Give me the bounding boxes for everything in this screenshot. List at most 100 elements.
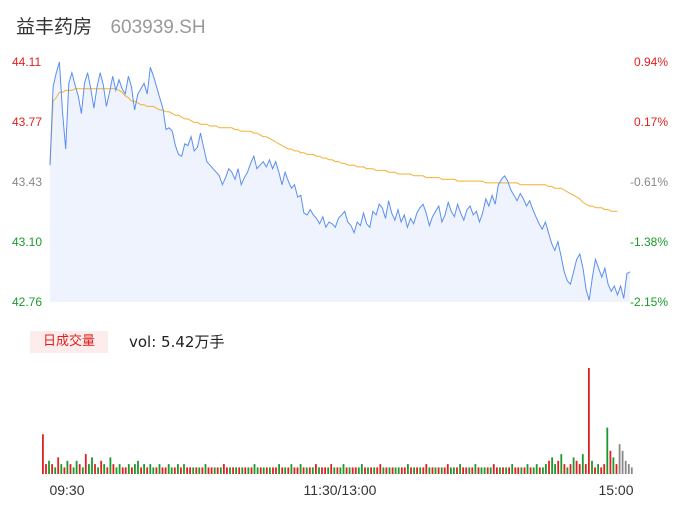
volume-bar — [532, 467, 535, 474]
volume-bar — [232, 467, 234, 474]
volume-bar — [198, 467, 201, 474]
volume-bar — [403, 467, 406, 474]
y-axis-percent-ticks: 0.94% 0.17% -0.61% -1.38% -2.15% — [630, 55, 668, 309]
volume-bar — [560, 454, 563, 474]
volume-bar — [241, 467, 244, 474]
volume-bar — [486, 467, 489, 474]
volume-bar — [581, 454, 584, 474]
y-tick-label: 43.10 — [12, 235, 42, 249]
volume-bar — [210, 467, 213, 474]
volume-bar — [143, 464, 145, 474]
stock-name: 益丰药房 — [16, 16, 93, 38]
volume-bar — [600, 467, 603, 474]
volume-bar — [180, 467, 182, 474]
volume-bar — [106, 467, 109, 474]
volume-bar — [161, 467, 164, 474]
volume-bar — [54, 467, 57, 474]
volume-bar — [235, 467, 237, 474]
volume-bar — [397, 467, 400, 474]
volume-bar — [376, 467, 379, 474]
volume-bar — [342, 464, 345, 474]
volume-bar — [621, 450, 624, 474]
volume-bar — [425, 464, 428, 474]
volume-bar — [502, 467, 504, 474]
volume-bar — [78, 464, 81, 474]
volume-bar — [603, 464, 606, 474]
volume-bar — [514, 467, 517, 474]
volume-bar — [134, 464, 136, 474]
volume-bar — [554, 464, 556, 474]
volume-bar — [462, 467, 464, 474]
y-tick-label: 44.11 — [12, 55, 41, 69]
volume-bar — [75, 460, 78, 475]
volume-bar — [315, 464, 317, 474]
volume-bar — [69, 464, 72, 474]
volume-bar — [296, 467, 299, 474]
volume-bar — [407, 464, 409, 474]
volume-bar — [575, 460, 578, 475]
volume-bar — [557, 460, 560, 475]
volume-bar — [477, 467, 480, 474]
volume-bar — [167, 464, 170, 474]
volume-bar — [152, 467, 155, 474]
volume-bar — [327, 467, 330, 474]
volume-bar — [195, 467, 198, 474]
volume-bar — [272, 467, 274, 474]
volume-bar — [400, 467, 403, 474]
y-tick-percent-label: -2.15% — [630, 295, 668, 309]
volume-bar — [450, 467, 452, 474]
volume-bar — [440, 467, 443, 474]
volume-bar — [520, 467, 523, 474]
volume-bar — [250, 467, 253, 474]
volume-bar — [97, 467, 99, 474]
y-axis-price-ticks: 44.11 43.77 43.43 43.10 42.76 — [12, 55, 42, 309]
x-tick-label: 15:00 — [598, 482, 633, 498]
volume-bar — [468, 467, 471, 474]
volume-bar — [373, 467, 376, 474]
volume-bar — [311, 467, 314, 474]
volume-bar — [630, 467, 633, 474]
volume-bar — [204, 464, 207, 474]
volume-bar — [542, 467, 544, 474]
volume-bar — [385, 467, 388, 474]
average-price-line — [49, 88, 618, 212]
volume-bar — [219, 467, 222, 474]
volume-bar — [290, 464, 293, 474]
volume-bar — [618, 444, 621, 474]
volume-bar — [72, 467, 75, 474]
volume-bar — [201, 467, 204, 474]
volume-bar — [186, 467, 188, 474]
volume-bar — [379, 464, 382, 474]
volume-bar — [566, 467, 569, 474]
volume-bar — [57, 457, 60, 474]
x-axis-time-ticks: 09:30 11:30/13:00 15:00 — [49, 482, 633, 498]
volume-bar — [60, 464, 63, 474]
volume-bar — [459, 464, 461, 474]
y-tick-percent-label: -0.61% — [630, 175, 668, 189]
y-tick-label: 43.43 — [12, 175, 42, 189]
volume-bar — [118, 464, 121, 474]
volume-bar — [281, 467, 284, 474]
volume-bar — [244, 467, 247, 474]
volume-bar — [259, 467, 262, 474]
volume-bar — [422, 467, 425, 474]
volume-bar — [253, 464, 256, 474]
volume-bar — [103, 464, 106, 474]
volume-bar — [177, 464, 179, 474]
volume-bar — [308, 467, 311, 474]
volume-bar — [84, 454, 87, 474]
volume-bar — [474, 464, 477, 474]
volume-bar — [443, 467, 446, 474]
volume-bar — [446, 464, 449, 474]
volume-bar — [336, 467, 339, 474]
volume-tab[interactable]: 日成交量 — [30, 331, 108, 353]
volume-bar — [91, 457, 93, 474]
volume-bar — [523, 467, 526, 474]
volume-bar — [588, 368, 590, 474]
volume-bar — [100, 460, 103, 475]
volume-bar — [496, 467, 498, 474]
volume-bar — [284, 467, 287, 474]
volume-bar — [456, 467, 458, 474]
volume-bar — [382, 467, 385, 474]
volume-bar — [431, 467, 434, 474]
